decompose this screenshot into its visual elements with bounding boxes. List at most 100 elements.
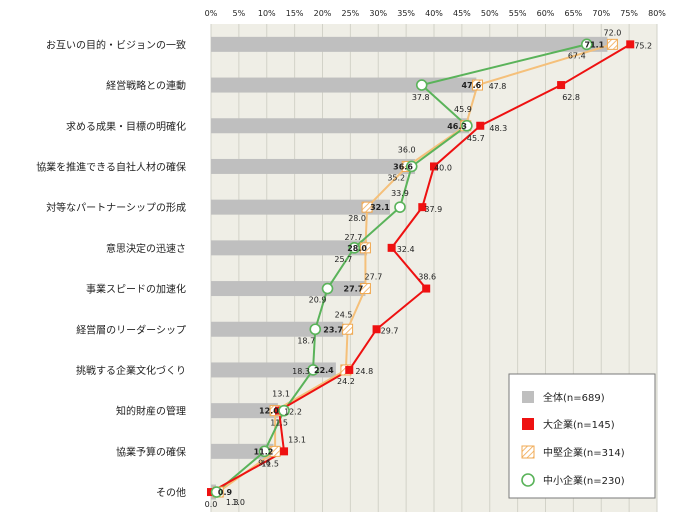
large-value-label: 40.0 <box>434 163 452 172</box>
large-value-label: 0.0 <box>205 500 218 509</box>
small-value-label: 20.9 <box>309 296 327 305</box>
mid-value-label: 11.5 <box>261 459 279 468</box>
bar-value-label: 46.3 <box>447 122 467 131</box>
point-small <box>348 242 361 254</box>
mid-value-label: 11.5 <box>270 419 288 428</box>
mid-value-label: 27.7 <box>345 233 363 242</box>
point-small <box>307 364 319 376</box>
x-tick-label: 75% <box>620 9 638 18</box>
point-large <box>345 365 354 374</box>
series-line <box>210 43 631 493</box>
x-tick-label: 20% <box>314 9 332 18</box>
mid-value-label: 45.7 <box>467 134 485 143</box>
legend-swatch <box>521 445 535 459</box>
bar <box>211 443 274 459</box>
point-small <box>321 282 334 295</box>
bar <box>211 36 608 52</box>
large-value-label: 24.8 <box>355 367 373 376</box>
legend-label: 中小企業(n=230) <box>543 474 625 487</box>
x-tick-label: 10% <box>258 9 276 18</box>
category-label: 経営層のリーダーシップ <box>76 323 186 336</box>
point-mid <box>359 242 371 254</box>
legend-label: 全体(n=689) <box>543 391 605 404</box>
mid-value-label: 1.3 <box>226 498 239 507</box>
small-value-label: 1.0 <box>232 498 245 507</box>
large-value-label: 12.2 <box>284 408 302 417</box>
x-tick-label: 55% <box>509 9 527 18</box>
small-value-label: 25.7 <box>334 255 352 264</box>
point-mid <box>606 38 618 50</box>
category-label: お互いの目的・ビジョンの一致 <box>46 38 186 51</box>
category-label: 意思決定の迅速さ <box>106 242 186 255</box>
point-mid <box>361 201 373 213</box>
bar-value-label: 28.0 <box>347 244 367 253</box>
bar-value-label: 12.0 <box>259 407 279 416</box>
mid-value-label: 24.2 <box>337 377 355 386</box>
point-small <box>461 119 473 132</box>
small-value-label: 33.9 <box>391 189 409 198</box>
bar <box>211 403 278 419</box>
legend-swatch <box>522 418 534 430</box>
small-value-label: 18.7 <box>297 336 315 345</box>
point-small <box>210 486 223 498</box>
bar <box>211 281 366 297</box>
point-small <box>258 445 271 458</box>
large-value-label: 29.7 <box>381 326 399 335</box>
legend-swatch <box>522 391 534 403</box>
point-small <box>405 160 418 173</box>
bar <box>211 77 477 93</box>
legend-swatch <box>521 473 535 487</box>
point-large <box>387 243 396 252</box>
small-value-label: 36.0 <box>398 145 416 154</box>
point-mid <box>471 79 483 91</box>
x-tick-label: 50% <box>481 9 499 18</box>
x-tick-label: 40% <box>425 9 443 18</box>
x-tick-label: 45% <box>453 9 471 18</box>
bar-value-label: 27.7 <box>344 285 364 294</box>
category-label: 対等なパートナーシップの形成 <box>46 201 186 214</box>
point-large <box>476 121 485 130</box>
large-value-label: 37.9 <box>424 205 442 214</box>
bar-value-label: 71.1 <box>585 40 605 49</box>
category-label: その他 <box>156 486 186 499</box>
point-large <box>280 447 289 456</box>
point-large <box>430 162 438 171</box>
small-value-label: 13.1 <box>272 390 290 399</box>
point-large <box>372 325 381 334</box>
category-label: 知的財産の管理 <box>116 405 186 418</box>
x-tick-label: 0% <box>205 9 218 18</box>
bar <box>211 240 368 256</box>
point-small <box>278 404 290 417</box>
point-large <box>418 203 427 212</box>
series-line <box>217 43 613 493</box>
mid-value-label: 28.0 <box>348 214 366 223</box>
large-value-label: 13.1 <box>288 435 306 444</box>
point-mid <box>342 323 354 335</box>
bar-value-label: 22.4 <box>314 366 334 375</box>
point-large <box>422 284 431 293</box>
bar-value-label: 47.6 <box>461 81 481 90</box>
small-value-label: 37.8 <box>412 93 430 102</box>
small-value-label: 67.4 <box>568 51 586 60</box>
mid-value-label: 72.0 <box>603 28 621 37</box>
bar-value-label: 11.2 <box>254 447 274 456</box>
large-value-label: 75.2 <box>634 41 652 50</box>
bar <box>211 199 390 215</box>
mid-value-label: 47.8 <box>489 82 507 91</box>
category-label: 挑戦する企業文化づくり <box>76 364 186 377</box>
x-tick-label: 30% <box>369 9 387 18</box>
point-small <box>580 38 593 51</box>
legend-label: 中堅企業(n=314) <box>543 446 625 459</box>
bar-value-label: 36.6 <box>393 162 413 171</box>
x-tick-label: 35% <box>397 9 415 18</box>
bar <box>211 362 336 378</box>
category-label: 経営戦略との連動 <box>106 79 186 92</box>
large-value-label: 32.4 <box>397 245 415 254</box>
mid-value-label: 24.5 <box>335 310 353 319</box>
x-tick-label: 70% <box>592 9 610 18</box>
legend-label: 大企業(n=145) <box>543 418 615 431</box>
bar-value-label: 0.9 <box>218 488 233 497</box>
category-label: 事業スピードの加速化 <box>86 283 186 296</box>
small-value-label: 9.6 <box>258 458 271 467</box>
